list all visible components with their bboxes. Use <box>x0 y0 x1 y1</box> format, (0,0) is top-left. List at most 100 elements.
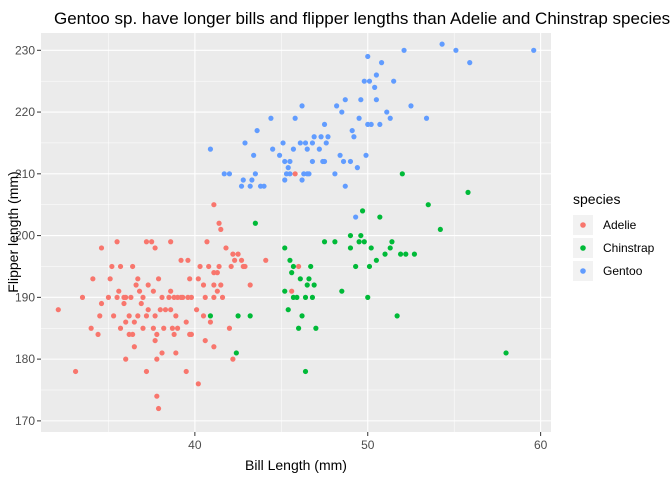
point-adelie <box>295 263 302 270</box>
axes: 40 50 60 170 180 190 200 210 220 230 <box>15 43 548 452</box>
chart-title: Gentoo sp. have longer bills and flipper… <box>54 9 670 28</box>
legend-label-chinstrap: Chinstrap <box>603 241 655 255</box>
point-adelie <box>131 319 137 325</box>
x-tick-label: 40 <box>188 438 202 452</box>
point-chinstrap <box>289 270 295 276</box>
point-adelie <box>195 276 201 282</box>
point-gentoo <box>318 134 324 140</box>
point-adelie <box>223 245 229 251</box>
point-adelie <box>218 282 224 288</box>
point-gentoo <box>354 165 360 171</box>
point-adelie <box>152 245 158 251</box>
point-adelie <box>200 282 207 288</box>
point-adelie <box>123 294 129 300</box>
point-adelie <box>97 313 103 319</box>
y-tick-label: 220 <box>15 105 35 119</box>
point-gentoo <box>340 158 347 165</box>
point-adelie <box>143 368 150 375</box>
point-adelie <box>202 337 208 344</box>
point-adelie <box>168 239 174 245</box>
point-adelie <box>105 294 112 300</box>
point-adelie <box>216 220 222 226</box>
point-chinstrap <box>425 202 431 208</box>
point-gentoo <box>372 84 378 90</box>
point-adelie <box>143 313 150 319</box>
point-gentoo <box>363 152 369 158</box>
point-adelie <box>157 307 163 313</box>
point-adelie <box>228 263 234 270</box>
point-adelie <box>117 263 124 270</box>
point-gentoo <box>373 72 379 78</box>
point-gentoo <box>276 152 283 158</box>
point-gentoo <box>377 121 383 128</box>
point-chinstrap <box>235 313 241 319</box>
point-chinstrap <box>306 276 312 282</box>
point-gentoo <box>309 140 316 146</box>
point-adelie <box>131 344 137 350</box>
point-chinstrap <box>339 288 345 294</box>
point-adelie <box>55 307 61 313</box>
point-adelie <box>140 294 146 300</box>
point-chinstrap <box>503 350 509 356</box>
point-gentoo <box>270 146 276 152</box>
point-adelie <box>185 257 191 263</box>
point-chinstrap <box>368 245 374 251</box>
point-gentoo <box>337 152 343 158</box>
point-chinstrap <box>394 313 400 319</box>
point-gentoo <box>242 140 248 146</box>
point-chinstrap <box>308 263 314 270</box>
point-chinstrap <box>347 232 354 239</box>
point-adelie <box>183 319 189 325</box>
legend-title: species <box>573 191 620 207</box>
point-gentoo <box>356 115 362 121</box>
point-gentoo <box>282 177 288 183</box>
point-gentoo <box>309 158 316 165</box>
point-adelie <box>211 282 217 288</box>
legend-swatch-gentoo <box>580 268 586 274</box>
point-chinstrap <box>321 239 328 245</box>
point-chinstrap <box>373 257 379 263</box>
point-adelie <box>149 239 155 245</box>
point-gentoo <box>238 183 245 189</box>
point-gentoo <box>280 140 286 146</box>
point-adelie <box>133 282 139 288</box>
point-chinstrap <box>297 276 303 282</box>
point-gentoo <box>349 127 355 134</box>
point-adelie <box>188 331 195 338</box>
point-gentoo <box>453 47 459 53</box>
point-adelie <box>130 263 136 270</box>
point-adelie <box>152 337 158 344</box>
point-gentoo <box>339 109 345 115</box>
point-adelie <box>136 288 143 294</box>
point-chinstrap <box>356 239 362 245</box>
point-adelie <box>216 263 222 270</box>
point-adelie <box>197 263 203 270</box>
point-chinstrap <box>302 294 309 300</box>
point-gentoo <box>361 78 367 84</box>
x-tick-label: 60 <box>534 438 548 452</box>
point-chinstrap <box>287 257 293 263</box>
point-gentoo <box>323 140 329 146</box>
point-chinstrap <box>285 307 291 313</box>
point-gentoo <box>299 177 305 183</box>
point-adelie <box>79 294 86 300</box>
y-tick-label: 230 <box>15 43 35 57</box>
point-adelie <box>159 294 165 300</box>
point-chinstrap <box>389 239 395 245</box>
point-chinstrap <box>247 313 253 319</box>
point-adelie <box>126 313 132 319</box>
x-tick-label: 50 <box>361 438 375 452</box>
point-gentoo <box>368 121 374 128</box>
point-gentoo <box>378 60 385 66</box>
point-gentoo <box>240 177 246 183</box>
point-adelie <box>230 356 236 362</box>
point-chinstrap <box>399 171 405 177</box>
point-adelie <box>116 288 122 294</box>
point-adelie <box>206 263 212 270</box>
point-adelie <box>109 263 115 270</box>
y-tick-label: 180 <box>15 352 35 366</box>
legend-label-gentoo: Gentoo <box>603 264 643 278</box>
point-gentoo <box>226 171 233 177</box>
point-gentoo <box>351 134 357 140</box>
